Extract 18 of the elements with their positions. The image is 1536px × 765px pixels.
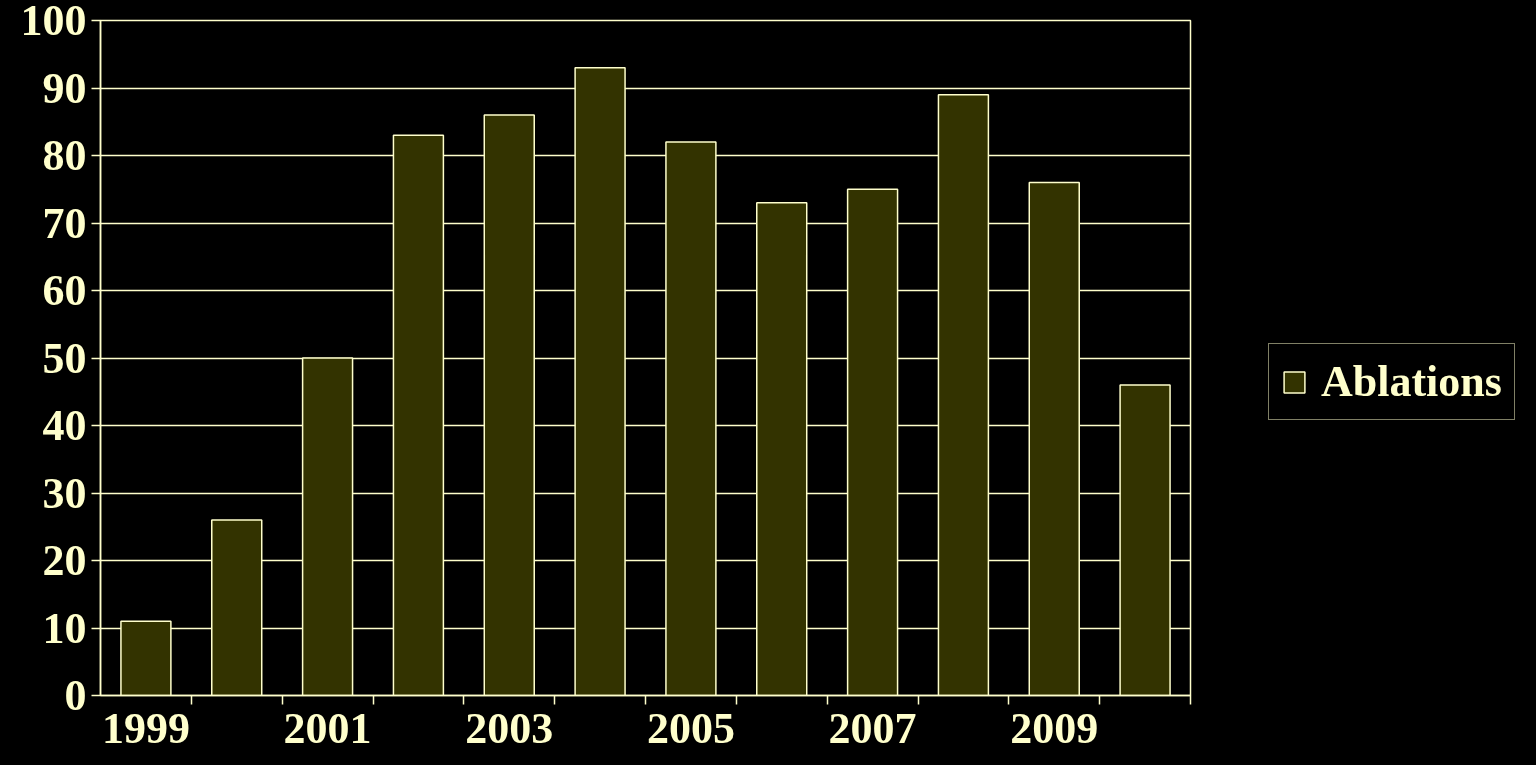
y-tick-label: 30 <box>42 468 87 518</box>
x-tick-label: 2005 <box>646 703 735 753</box>
x-tick-label: 2003 <box>465 703 554 753</box>
x-tick-label: 2001 <box>283 703 372 753</box>
y-tick-label: 20 <box>42 536 87 585</box>
y-tick-label: 40 <box>42 401 87 450</box>
y-tick-label: 80 <box>42 131 87 180</box>
legend-label: Ablations <box>1321 356 1502 407</box>
x-tick-label: 2009 <box>1010 703 1099 753</box>
y-tick-label: 50 <box>42 333 87 383</box>
y-tick-label: 70 <box>42 198 87 248</box>
y-tick-label: 60 <box>42 266 87 315</box>
y-tick-label: 90 <box>42 63 87 113</box>
x-tick-label: 1999 <box>101 703 190 753</box>
y-tick-label: 100 <box>20 0 87 45</box>
x-tick-label: 2007 <box>828 703 917 753</box>
y-tick-label: 10 <box>42 603 87 653</box>
y-tick-label: 0 <box>64 671 87 720</box>
